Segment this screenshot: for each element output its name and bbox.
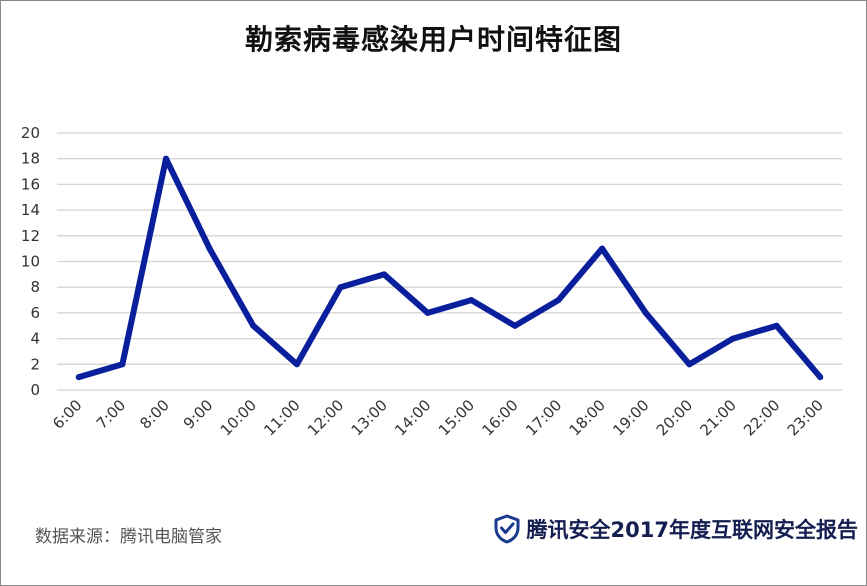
data-source-note: 数据来源：腾讯电脑管家 bbox=[35, 527, 222, 547]
data-point bbox=[163, 155, 170, 162]
x-tick-label: 11:00 bbox=[260, 396, 303, 439]
y-tick-label: 2 bbox=[30, 355, 40, 373]
y-tick-label: 6 bbox=[30, 304, 40, 322]
x-tick-label: 12:00 bbox=[304, 396, 347, 439]
data-point bbox=[119, 361, 126, 368]
x-tick-label: 7:00 bbox=[93, 396, 130, 433]
x-axis-ticks: 6:00 7:00 8:00 9:00 10:00 11:00 12:00 13:00 14:0… bbox=[49, 396, 827, 439]
brand-footer: 腾讯安全2017年度互联网安全报告 bbox=[493, 514, 858, 544]
data-point bbox=[293, 361, 300, 368]
y-tick-label: 18 bbox=[21, 150, 40, 168]
y-axis-ticks: 0 2 4 6 8 10 12 14 16 18 20 bbox=[21, 124, 40, 399]
data-point bbox=[250, 322, 257, 329]
data-point bbox=[773, 322, 780, 329]
brand-report-title: 腾讯安全2017年度互联网安全报告 bbox=[526, 518, 858, 542]
x-tick-label: 18:00 bbox=[566, 396, 609, 439]
y-tick-label: 20 bbox=[21, 124, 40, 142]
data-point bbox=[817, 374, 824, 381]
data-point bbox=[729, 335, 736, 342]
y-tick-label: 12 bbox=[21, 227, 40, 245]
y-tick-label: 16 bbox=[21, 175, 40, 193]
shield-check-icon bbox=[494, 514, 520, 544]
data-point bbox=[381, 271, 388, 278]
x-tick-label: 17:00 bbox=[522, 396, 565, 439]
y-tick-label: 0 bbox=[30, 381, 40, 399]
x-tick-label: 13:00 bbox=[348, 396, 391, 439]
x-tick-label: 6:00 bbox=[49, 396, 86, 433]
data-point bbox=[642, 309, 649, 316]
x-tick-label: 23:00 bbox=[784, 396, 827, 439]
x-tick-label: 20:00 bbox=[653, 396, 696, 439]
series-layer bbox=[75, 155, 824, 381]
x-tick-label: 8:00 bbox=[136, 396, 173, 433]
data-point bbox=[206, 245, 213, 252]
data-point bbox=[468, 297, 475, 304]
data-point bbox=[75, 374, 82, 381]
x-tick-label: 10:00 bbox=[217, 396, 260, 439]
x-tick-label: 15:00 bbox=[435, 396, 478, 439]
x-tick-label: 21:00 bbox=[697, 396, 740, 439]
data-point bbox=[686, 361, 693, 368]
data-point bbox=[511, 322, 518, 329]
y-tick-label: 14 bbox=[21, 201, 40, 219]
data-point bbox=[337, 284, 344, 291]
chart-title: 勒索病毒感染用户时间特征图 bbox=[244, 23, 622, 56]
y-tick-label: 10 bbox=[21, 253, 40, 271]
data-point bbox=[424, 309, 431, 316]
y-tick-label: 4 bbox=[30, 330, 40, 348]
grid-lines bbox=[57, 132, 842, 391]
series-line bbox=[75, 155, 824, 381]
x-tick-label: 22:00 bbox=[740, 396, 783, 439]
x-tick-label: 14:00 bbox=[391, 396, 434, 439]
x-tick-label: 19:00 bbox=[609, 396, 652, 439]
y-tick-label: 8 bbox=[30, 278, 40, 296]
data-point bbox=[599, 245, 606, 252]
x-tick-label: 9:00 bbox=[180, 396, 217, 433]
data-point bbox=[555, 297, 562, 304]
x-tick-label: 16:00 bbox=[478, 396, 521, 439]
